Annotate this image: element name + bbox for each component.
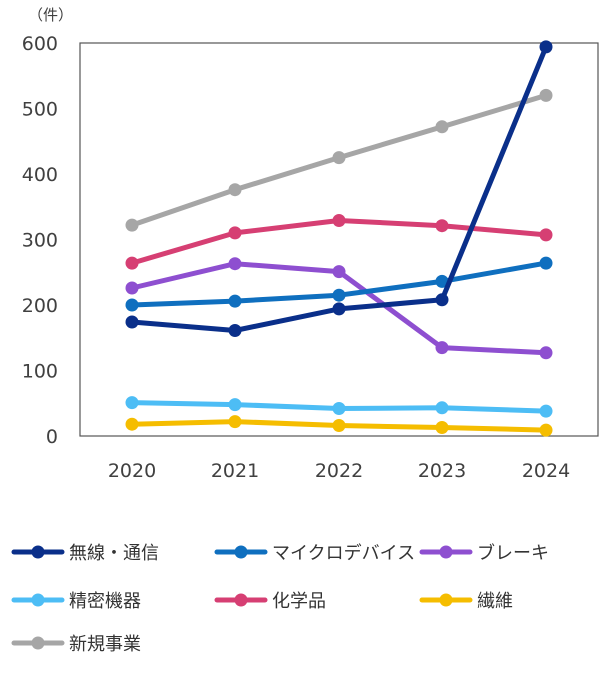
- legend-item: 繊維: [419, 591, 513, 612]
- series-6: [125, 415, 553, 437]
- series-4: [125, 396, 553, 418]
- data-point: [435, 120, 449, 134]
- series-3: [125, 257, 553, 360]
- series-line: [129, 44, 549, 333]
- y-tick-label: 300: [22, 230, 58, 252]
- data-point: [125, 396, 139, 410]
- x-axis: 2020 2021 2022 2023 2024: [108, 460, 570, 482]
- legend-swatch-marker: [31, 636, 45, 650]
- x-tick-label: 2022: [315, 460, 363, 482]
- legend-label: 新規事業: [69, 634, 141, 655]
- y-tick-label: 600: [22, 33, 58, 55]
- data-point: [332, 419, 346, 432]
- legend-item: 新規事業: [11, 634, 141, 655]
- data-point: [125, 417, 139, 431]
- data-point: [332, 302, 346, 316]
- data-point: [228, 415, 242, 429]
- series-7: [125, 88, 553, 232]
- data-point: [435, 341, 449, 355]
- y-tick-label: 500: [22, 99, 58, 121]
- series-2: [125, 256, 553, 312]
- y-tick-label: 0: [46, 426, 58, 448]
- y-unit-label: （件）: [28, 6, 73, 24]
- x-tick-label: 2020: [108, 460, 156, 482]
- legend-label: 精密機器: [69, 591, 141, 612]
- data-point: [228, 226, 242, 240]
- data-point: [539, 256, 553, 270]
- legend-item: 精密機器: [11, 591, 141, 612]
- y-tick-label: 400: [22, 164, 58, 186]
- data-point: [125, 218, 139, 232]
- data-point: [332, 214, 346, 227]
- series-1: [125, 40, 553, 337]
- legend-swatch-marker: [31, 593, 45, 607]
- data-point: [125, 256, 139, 270]
- data-point: [332, 265, 346, 279]
- data-point: [228, 257, 242, 271]
- data-point: [435, 421, 449, 434]
- data-point: [228, 183, 242, 197]
- legend-item: 無線・通信: [11, 543, 159, 564]
- legend-swatch-marker: [234, 545, 248, 559]
- legend-item: マイクロデバイス: [214, 543, 415, 564]
- data-point: [332, 402, 346, 415]
- data-point: [125, 298, 139, 312]
- plot-area-frame: [79, 42, 599, 437]
- legend-swatch-marker: [234, 593, 248, 607]
- data-point: [228, 324, 242, 337]
- series-5: [125, 214, 553, 270]
- data-point: [539, 404, 553, 418]
- data-point: [539, 88, 553, 102]
- data-point: [539, 346, 553, 360]
- legend-label: ブレーキ: [477, 542, 549, 564]
- legend-swatch-marker: [439, 545, 453, 559]
- legend-label: マイクロデバイス: [272, 543, 415, 564]
- legend-swatch-marker: [31, 545, 45, 559]
- x-tick-label: 2021: [211, 460, 259, 482]
- legend-label: 無線・通信: [69, 543, 159, 564]
- data-point: [332, 151, 346, 165]
- data-point: [435, 219, 449, 233]
- data-point: [228, 398, 242, 412]
- data-point: [539, 228, 553, 242]
- legend-item: ブレーキ: [419, 542, 549, 564]
- y-axis: 0 100 200 300 400 500 600: [22, 33, 58, 448]
- data-point: [228, 294, 242, 308]
- data-point: [539, 40, 553, 54]
- data-point: [125, 281, 139, 295]
- series-layer: [125, 40, 553, 437]
- legend-label: 繊維: [477, 591, 513, 612]
- x-tick-label: 2023: [418, 460, 466, 482]
- y-tick-label: 100: [22, 361, 58, 383]
- data-point: [332, 288, 346, 302]
- data-point: [435, 274, 449, 288]
- data-point: [539, 423, 553, 437]
- y-tick-label: 200: [22, 295, 58, 317]
- legend-label: 化学品: [272, 591, 326, 612]
- legend-swatch-marker: [439, 593, 453, 607]
- data-point: [435, 401, 449, 415]
- data-point: [435, 293, 449, 307]
- data-point: [125, 315, 139, 329]
- legend-item: 化学品: [214, 591, 326, 612]
- x-tick-label: 2024: [522, 460, 570, 482]
